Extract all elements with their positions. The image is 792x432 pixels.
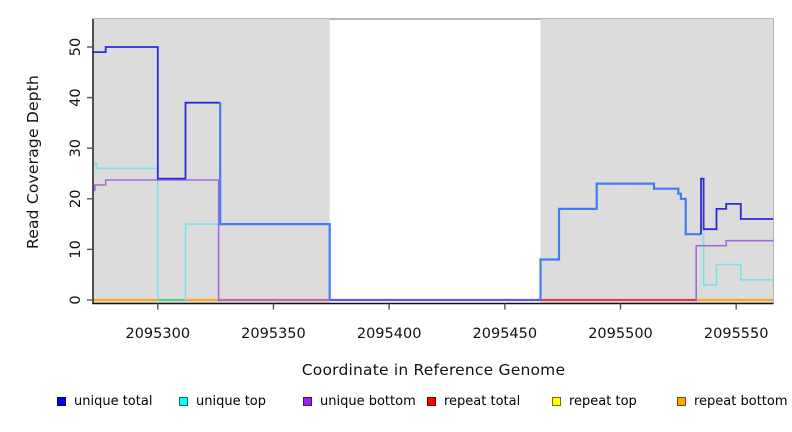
unique-total-line bbox=[93, 46, 221, 180]
unique-bottom-swatch-icon bbox=[303, 396, 312, 406]
legend-item-repeat-total: repeat total bbox=[427, 391, 520, 411]
legend: unique total unique top unique bottom re… bbox=[0, 391, 792, 413]
y-tick-label: 0 bbox=[68, 295, 84, 304]
unique-top-line bbox=[93, 162, 159, 300]
x-axis-title: Coordinate in Reference Genome bbox=[301, 361, 566, 379]
y-tick-label: 40 bbox=[68, 88, 84, 106]
y-tick-label: 50 bbox=[68, 38, 84, 56]
legend-item-unique-top: unique top bbox=[179, 391, 266, 411]
x-tick-label: 2095350 bbox=[241, 326, 306, 342]
shaded-region bbox=[540, 19, 774, 303]
y-tick-label: 10 bbox=[68, 240, 84, 258]
unique-top-swatch-icon bbox=[179, 396, 188, 406]
x-tick-label: 2095500 bbox=[588, 326, 653, 342]
unique-total-line bbox=[539, 182, 701, 300]
unique-total-line bbox=[219, 102, 331, 300]
legend-item-repeat-bottom: repeat bottom bbox=[677, 391, 788, 411]
unique-total-swatch-icon bbox=[57, 396, 66, 406]
y-tick-label: 20 bbox=[68, 190, 84, 208]
legend-item-repeat-top: repeat top bbox=[552, 391, 637, 411]
x-tick-label: 2095300 bbox=[125, 326, 190, 342]
legend-item-unique-bottom: unique bottom bbox=[303, 391, 416, 411]
x-tick-label: 2095450 bbox=[473, 326, 538, 342]
unique-total-line bbox=[700, 177, 774, 235]
legend-item-unique-total: unique total bbox=[57, 391, 152, 411]
repeat-bottom-swatch-icon bbox=[677, 396, 686, 406]
unique-bottom-line bbox=[695, 239, 774, 302]
unique-bottom-line bbox=[93, 179, 220, 302]
shaded-region bbox=[93, 19, 330, 303]
repeat-total-swatch-icon bbox=[427, 396, 436, 406]
repeat-top-swatch-icon bbox=[552, 396, 561, 406]
x-tick-label: 2095400 bbox=[357, 326, 422, 342]
x-tick-label: 2095550 bbox=[704, 326, 769, 342]
y-tick-label: 30 bbox=[68, 139, 84, 157]
